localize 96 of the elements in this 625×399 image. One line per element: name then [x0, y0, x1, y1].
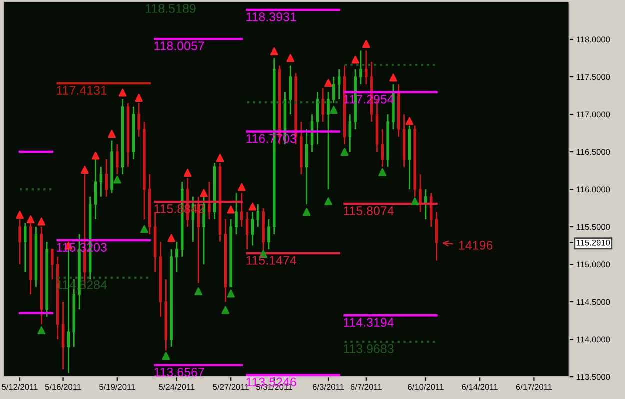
series-label: 115.8074 [344, 206, 394, 216]
x-tick-label: 6/3/2011 [313, 384, 344, 390]
point [324, 79, 332, 87]
candlestick [251, 211, 254, 246]
x-tick-label: 6/10/2011 [408, 384, 444, 390]
annotation: 14196 [459, 241, 493, 250]
candlestick [365, 50, 368, 86]
candlestick [360, 50, 362, 86]
point [26, 216, 35, 224]
point [302, 208, 311, 216]
candlestick [105, 158, 108, 198]
series-label: 113.9683 [344, 344, 394, 354]
candlestick [202, 196, 206, 266]
point [362, 40, 370, 48]
candlestick [338, 68, 341, 100]
point [216, 154, 224, 162]
point [184, 169, 192, 177]
candlestick [100, 166, 103, 198]
point [340, 148, 349, 156]
y-tick-label: 117.0000 [576, 112, 610, 118]
annotation: 118.5189 [146, 4, 196, 14]
x-tick-label: 5/24/2011 [159, 384, 195, 390]
candlestick [246, 211, 249, 250]
candlestick [289, 65, 292, 116]
x-tick-label: 5/27/2011 [213, 384, 249, 390]
x-tick-label: 6/17/2011 [516, 384, 552, 390]
point [390, 74, 398, 82]
series-label: 118.3931 [246, 12, 296, 22]
candlestick [235, 192, 238, 236]
series-label: 117.4131 [57, 86, 107, 95]
y-tick-label: 115.5000 [576, 224, 610, 230]
candlestick [176, 241, 178, 273]
x-tick-label: 6/14/2011 [462, 384, 498, 390]
candlestick [332, 76, 336, 104]
point [352, 56, 360, 64]
point [227, 206, 236, 214]
x-tick-label: 5/12/2011 [2, 384, 38, 390]
point [108, 130, 116, 138]
series-label: 114.3194 [344, 318, 394, 328]
y-tick-label: 116.5000 [576, 149, 610, 156]
y-tick-label: 116.0000 [576, 186, 610, 193]
candlestick [435, 211, 438, 262]
candlestick [327, 91, 330, 190]
candlestick [268, 218, 270, 250]
candlestick [51, 248, 54, 280]
point [168, 234, 176, 242]
point [222, 306, 230, 314]
y-tick-label: 115.0000 [576, 262, 610, 268]
point [406, 117, 414, 126]
y-tick-label: 114.0000 [576, 336, 610, 343]
point [330, 106, 338, 114]
candlestick [256, 204, 260, 228]
point [324, 198, 332, 206]
point [135, 94, 144, 102]
point [80, 166, 89, 174]
point [286, 54, 295, 62]
point [140, 225, 148, 234]
x-tick-label: 6/7/2011 [350, 384, 382, 390]
x-tick-label: 5/16/2011 [45, 384, 82, 390]
y-tick-label: 114.5000 [576, 299, 610, 306]
candlestick [208, 181, 211, 220]
y-tick-label: 113.5000 [576, 374, 610, 380]
point [227, 290, 236, 298]
series-label: 118.0057 [154, 42, 204, 51]
point [38, 218, 46, 226]
y-tick-label: 118.0000 [576, 36, 610, 43]
y-tick-label: 117.5000 [576, 74, 610, 80]
point [194, 288, 203, 296]
candlestick [18, 218, 22, 266]
point [270, 48, 278, 56]
candlestick [62, 301, 65, 370]
point [113, 176, 122, 184]
point [200, 189, 208, 198]
point [16, 211, 24, 219]
point [238, 183, 246, 192]
candlestick [94, 158, 98, 220]
series-label: 115.1474 [246, 256, 297, 265]
candlestick [419, 174, 422, 213]
x-tick-label: 5/19/2011 [100, 384, 136, 390]
candlestick [305, 128, 308, 206]
candlestick [116, 144, 119, 176]
point [411, 198, 420, 206]
candlestick [138, 102, 140, 138]
point [118, 88, 127, 97]
candlestick [381, 128, 384, 168]
point [162, 352, 170, 360]
point [92, 152, 100, 160]
point [378, 168, 387, 176]
candlestick [348, 114, 352, 153]
series-label: 113.6567 [154, 368, 204, 377]
candlestick [24, 222, 27, 273]
candlestick [240, 192, 244, 228]
y-tick-label: 115.2910 [576, 240, 610, 246]
point [248, 202, 257, 211]
point [38, 326, 46, 334]
candlestick [322, 88, 324, 123]
